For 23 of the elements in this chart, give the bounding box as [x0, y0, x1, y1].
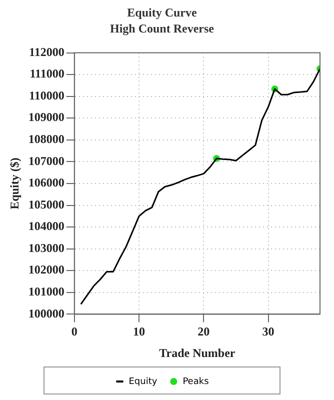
y-tick-label: 104000	[28, 219, 64, 234]
y-axis-title: Equity ($)	[7, 158, 22, 210]
x-axis-title: Trade Number	[159, 346, 236, 360]
y-tick-label: 103000	[28, 240, 64, 255]
y-tick-label: 100000	[28, 306, 64, 320]
x-tick-label: 10	[133, 324, 146, 338]
x-tick-label: 30	[262, 324, 274, 338]
y-tick-label: 105000	[28, 197, 64, 212]
x-tick-label: 20	[198, 324, 210, 338]
y-tick-label: 102000	[28, 262, 64, 277]
y-tick-label: 109000	[28, 110, 64, 124]
chart-subtitle: High Count Reverse	[110, 22, 215, 36]
legend-label: Equity	[128, 376, 158, 387]
chart-title: Equity Curve	[127, 5, 198, 20]
y-tick-label: 112000	[29, 44, 64, 59]
y-tick-label: 107000	[28, 154, 64, 168]
legend-label: Peaks	[182, 376, 210, 387]
y-tick-label: 110000	[29, 88, 64, 102]
y-tick-label: 108000	[28, 132, 64, 146]
y-tick-label: 101000	[28, 284, 64, 299]
y-tick-label: 111000	[30, 66, 64, 81]
y-tick-label: 106000	[28, 176, 64, 190]
x-tick-label: 0	[71, 324, 78, 338]
